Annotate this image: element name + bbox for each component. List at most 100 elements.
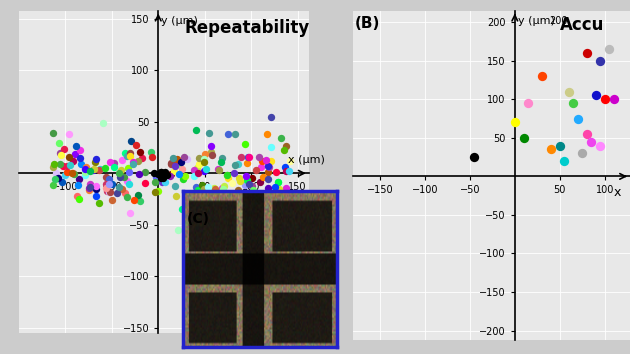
Point	[171, 194, 181, 199]
Point	[130, 142, 140, 148]
Point	[126, 138, 136, 143]
Point	[91, 193, 101, 199]
Point	[71, 143, 81, 149]
Point	[199, 156, 209, 161]
Point	[216, 159, 226, 165]
Point	[568, 100, 578, 106]
Point	[129, 197, 139, 203]
Point	[170, 163, 180, 169]
Point	[581, 131, 592, 137]
Point	[200, 197, 210, 202]
Point	[64, 131, 74, 136]
Point	[241, 178, 251, 183]
Point	[62, 169, 72, 175]
Point	[263, 176, 273, 181]
Point	[158, 171, 168, 177]
Point	[255, 179, 265, 185]
Point	[193, 170, 203, 176]
Text: x (μm): x (μm)	[289, 155, 325, 165]
Point	[108, 165, 118, 170]
Point	[140, 180, 150, 185]
Point	[203, 184, 214, 190]
Point	[191, 127, 201, 133]
Point	[232, 161, 243, 167]
Point	[241, 173, 251, 179]
Point	[202, 166, 212, 172]
Point	[587, 139, 597, 144]
Point	[88, 167, 98, 173]
Point	[75, 147, 85, 153]
Point	[219, 183, 229, 189]
Text: Accu: Accu	[560, 16, 604, 34]
Point	[524, 100, 534, 106]
Point	[115, 175, 125, 180]
Point	[266, 114, 276, 119]
Point	[91, 186, 101, 192]
Point	[106, 197, 117, 203]
Point	[101, 174, 112, 180]
Point	[90, 159, 100, 165]
Point	[51, 170, 61, 176]
Point	[149, 170, 159, 176]
Point	[94, 200, 104, 206]
Point	[204, 130, 214, 136]
Point	[98, 120, 108, 126]
Point	[52, 175, 62, 181]
Point	[232, 188, 243, 193]
Point	[76, 161, 86, 166]
Point	[210, 186, 220, 192]
Point	[158, 175, 168, 181]
Point	[190, 167, 200, 173]
Point	[147, 154, 158, 159]
Point	[241, 160, 251, 166]
Point	[209, 185, 219, 191]
Point	[199, 159, 209, 165]
Point	[100, 165, 110, 170]
Point	[164, 173, 175, 178]
Point	[275, 192, 285, 197]
Point	[577, 150, 587, 156]
Point	[213, 166, 223, 172]
Text: x: x	[614, 185, 621, 199]
Point	[48, 164, 58, 170]
Point	[179, 154, 189, 160]
Point	[212, 196, 222, 201]
Point	[222, 131, 232, 137]
Point	[124, 169, 134, 175]
Point	[125, 153, 135, 159]
Point	[182, 156, 192, 162]
Point	[261, 158, 271, 163]
Point	[163, 172, 173, 178]
Point	[109, 160, 119, 165]
Point	[94, 166, 105, 172]
Point	[62, 163, 72, 169]
Point	[104, 176, 114, 182]
Text: (C): (C)	[187, 212, 210, 225]
Point	[60, 172, 71, 177]
Point	[591, 93, 601, 98]
Point	[555, 143, 565, 148]
Point	[50, 176, 60, 182]
Point	[263, 163, 273, 169]
Point	[74, 196, 84, 202]
Point	[160, 170, 170, 175]
Point	[469, 154, 479, 160]
Point	[231, 132, 241, 137]
Point	[105, 189, 115, 195]
Text: Repeatability: Repeatability	[184, 19, 309, 37]
Point	[176, 207, 186, 212]
Point	[154, 171, 164, 177]
Point	[227, 180, 237, 186]
Point	[600, 96, 610, 102]
Point	[178, 176, 188, 182]
Point	[273, 179, 284, 185]
Point	[88, 166, 98, 172]
Point	[120, 150, 130, 156]
Point	[280, 185, 290, 190]
Point	[173, 161, 183, 167]
Point	[81, 170, 91, 175]
Point	[581, 50, 592, 56]
Point	[79, 166, 89, 172]
Text: y (μm): y (μm)	[517, 16, 554, 26]
Point	[261, 199, 271, 204]
